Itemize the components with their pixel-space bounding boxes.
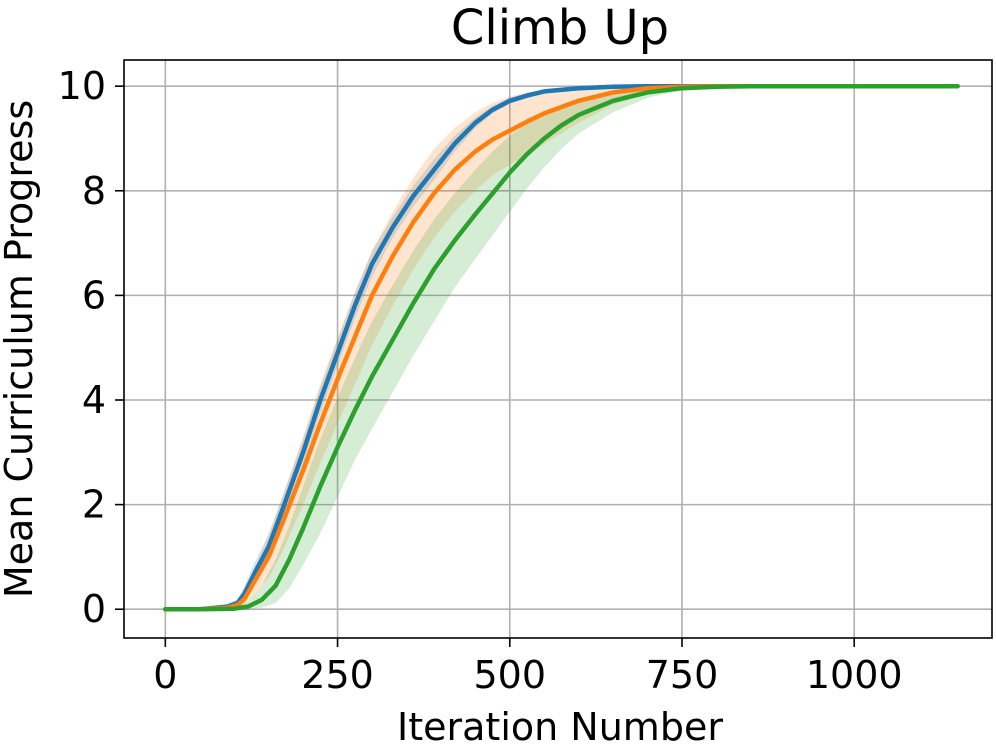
y-tick-label-4: 8 [82, 169, 106, 213]
grid-lines [124, 60, 992, 638]
x-tick-label-0: 0 [153, 653, 177, 697]
x-tick-label-3: 750 [646, 653, 719, 697]
x-axis-ticks: 0 250 500 750 1000 [153, 638, 903, 697]
x-tick-label-1: 250 [301, 653, 374, 697]
y-axis-ticks: 0 2 4 6 8 10 [58, 64, 124, 631]
chart-title: Climb Up [451, 0, 669, 56]
y-tick-label-0: 0 [82, 587, 106, 631]
y-axis-label: Mean Curriculum Progress [0, 100, 41, 598]
series-lines [163, 83, 960, 612]
series-2-line [163, 83, 960, 612]
series-1-band [165, 86, 958, 610]
confidence-bands [165, 86, 958, 610]
x-axis-label: Iteration Number [397, 705, 723, 749]
y-tick-label-3: 6 [82, 273, 106, 317]
y-tick-label-2: 4 [82, 378, 106, 422]
y-tick-label-5: 10 [58, 64, 106, 108]
x-tick-label-4: 1000 [806, 653, 903, 697]
plot-area-frame [123, 59, 993, 639]
x-tick-label-2: 500 [474, 653, 547, 697]
y-tick-label-1: 2 [82, 483, 106, 527]
